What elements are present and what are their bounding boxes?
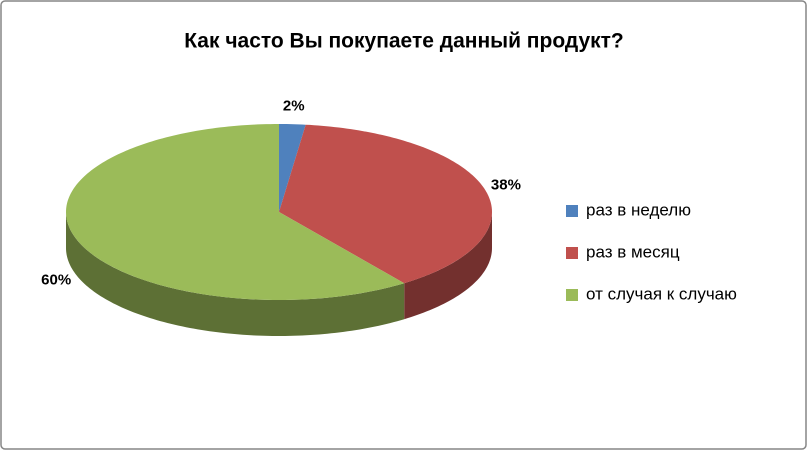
legend-label: от случая к случаю [586, 284, 737, 303]
data-label: 38% [491, 177, 521, 194]
slice-side [66, 212, 405, 336]
data-label: 2% [283, 98, 305, 115]
chart-title: Как часто Вы покупаете данный продукт? [184, 30, 624, 53]
slice [66, 124, 405, 300]
data-label: 60% [41, 272, 71, 289]
legend-swatch [566, 289, 578, 301]
legend-label: раз в месяц [586, 242, 680, 261]
slice [279, 124, 306, 212]
legend-swatch [566, 247, 578, 259]
slice [279, 124, 492, 284]
slice-side [404, 212, 492, 320]
legend-swatch [566, 205, 578, 217]
legend-label: раз в неделю [586, 200, 691, 219]
